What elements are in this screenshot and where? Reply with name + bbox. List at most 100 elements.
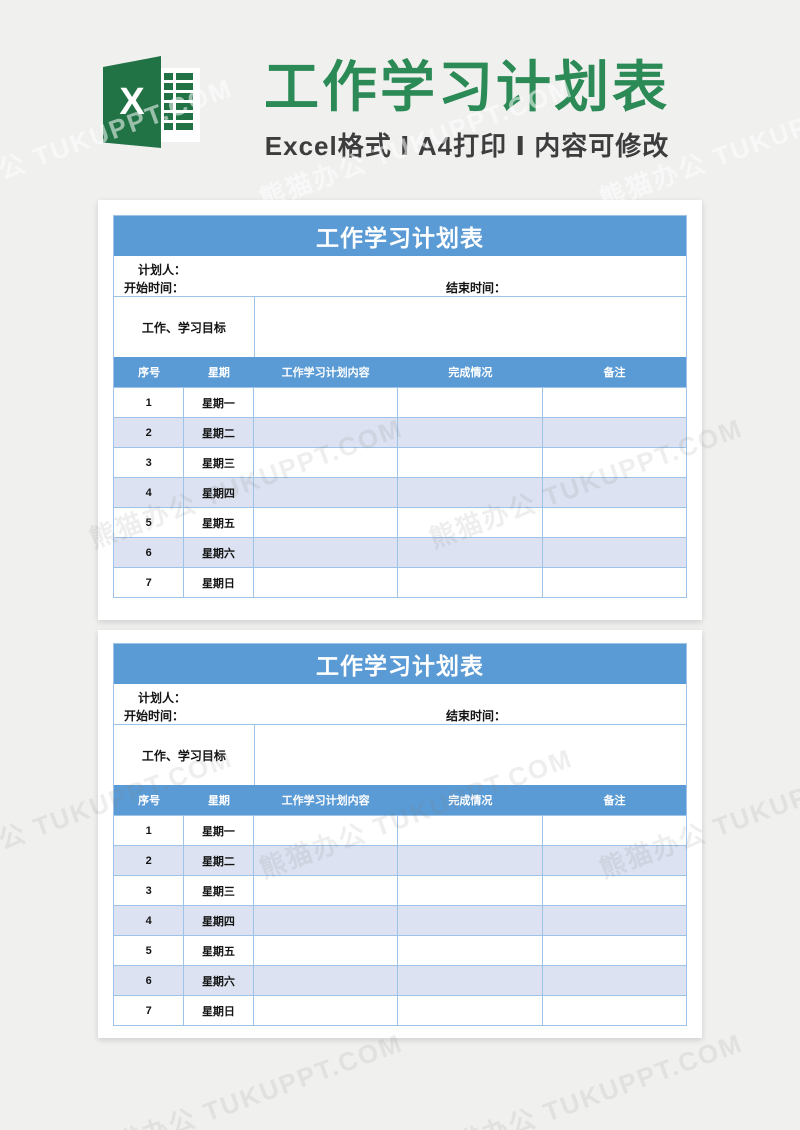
- row-notes-cell[interactable]: [543, 568, 686, 597]
- plan-table-1: 工作学习计划表 计划人： 开始时间： 结束时间： 工作、学习目标 序号 星期 工…: [113, 215, 687, 598]
- excel-icon: X: [103, 56, 200, 148]
- table-row: 4 星期四: [114, 905, 686, 935]
- row-content-cell[interactable]: [254, 876, 398, 905]
- row-day: 星期一: [184, 388, 254, 417]
- row-notes-cell[interactable]: [543, 448, 686, 477]
- row-status-cell[interactable]: [398, 418, 543, 447]
- col-header-status: 完成情况: [448, 795, 493, 807]
- table-row: 5 星期五: [114, 507, 686, 537]
- planner-value-cell[interactable]: [186, 684, 686, 706]
- row-notes-cell[interactable]: [543, 388, 686, 417]
- excel-icon-sheet: [159, 68, 200, 142]
- row-notes-cell[interactable]: [543, 876, 686, 905]
- page-preview-1: 工作学习计划表 计划人： 开始时间： 结束时间： 工作、学习目标 序号 星期 工…: [98, 200, 702, 620]
- row-content-cell[interactable]: [254, 538, 398, 567]
- row-notes-cell[interactable]: [543, 846, 686, 875]
- row-no: 6: [114, 538, 185, 567]
- row-status-cell[interactable]: [398, 936, 543, 965]
- row-day: 星期六: [184, 966, 254, 995]
- col-header-content: 工作学习计划内容: [281, 795, 370, 807]
- row-no: 2: [114, 418, 185, 447]
- row-notes-cell[interactable]: [543, 418, 686, 447]
- table-row: 5 星期五: [114, 935, 686, 965]
- excel-icon-x-letter: X: [103, 56, 161, 148]
- watermark-text: 熊猫办公 TUKUPPT.COM: [85, 1027, 407, 1130]
- row-no: 3: [114, 876, 185, 905]
- row-no: 4: [114, 906, 185, 935]
- planner-value-cell[interactable]: [186, 256, 686, 278]
- row-day: 星期三: [184, 448, 254, 477]
- row-content-cell[interactable]: [254, 568, 398, 597]
- row-no: 3: [114, 448, 185, 477]
- row-content-cell[interactable]: [254, 936, 398, 965]
- row-no: 7: [114, 996, 185, 1025]
- goal-label: 工作、学习目标: [114, 725, 255, 785]
- table-row: 3 星期三: [114, 875, 686, 905]
- start-time-label: 开始时间：: [124, 709, 185, 723]
- row-content-cell[interactable]: [254, 966, 398, 995]
- goal-value-cell[interactable]: [255, 297, 686, 357]
- row-status-cell[interactable]: [398, 478, 543, 507]
- row-content-cell[interactable]: [254, 508, 398, 537]
- row-notes-cell[interactable]: [543, 966, 686, 995]
- row-notes-cell[interactable]: [543, 936, 686, 965]
- row-notes-cell[interactable]: [543, 478, 686, 507]
- goal-value-cell[interactable]: [255, 725, 686, 785]
- row-status-cell[interactable]: [398, 568, 543, 597]
- row-day: 星期日: [184, 568, 254, 597]
- row-content-cell[interactable]: [254, 996, 398, 1025]
- row-content-cell[interactable]: [254, 448, 398, 477]
- row-status-cell[interactable]: [398, 538, 543, 567]
- row-content-cell[interactable]: [254, 388, 398, 417]
- row-notes-cell[interactable]: [543, 996, 686, 1025]
- planner-row: 计划人：: [114, 684, 686, 706]
- row-notes-cell[interactable]: [543, 816, 686, 845]
- table-row: 1 星期一: [114, 815, 686, 845]
- col-header-no: 序号: [138, 367, 161, 379]
- row-content-cell[interactable]: [254, 418, 398, 447]
- row-day: 星期日: [184, 996, 254, 1025]
- row-day: 星期五: [184, 508, 254, 537]
- sheet-title: 工作学习计划表: [114, 644, 686, 684]
- planner-row: 计划人：: [114, 256, 686, 278]
- row-day: 星期四: [184, 478, 254, 507]
- column-header-row: 序号 星期 工作学习计划内容 完成情况 备注: [114, 357, 686, 387]
- end-time-label: 结束时间：: [446, 281, 507, 295]
- row-status-cell[interactable]: [398, 816, 543, 845]
- row-status-cell[interactable]: [398, 448, 543, 477]
- row-status-cell[interactable]: [398, 906, 543, 935]
- row-status-cell[interactable]: [398, 876, 543, 905]
- row-status-cell[interactable]: [398, 996, 543, 1025]
- row-notes-cell[interactable]: [543, 538, 686, 567]
- row-notes-cell[interactable]: [543, 508, 686, 537]
- excel-icon-grid: [164, 73, 193, 130]
- banner-title: 工作学习计划表: [263, 56, 670, 118]
- sheet-title: 工作学习计划表: [114, 216, 686, 256]
- row-status-cell[interactable]: [398, 846, 543, 875]
- row-no: 1: [114, 388, 185, 417]
- row-day: 星期五: [184, 936, 254, 965]
- col-header-day: 星期: [207, 367, 230, 379]
- goal-label: 工作、学习目标: [114, 297, 255, 357]
- row-status-cell[interactable]: [398, 388, 543, 417]
- table-row: 7 星期日: [114, 995, 686, 1025]
- row-content-cell[interactable]: [254, 906, 398, 935]
- row-content-cell[interactable]: [254, 846, 398, 875]
- info-section: 计划人： 开始时间： 结束时间：: [114, 684, 686, 725]
- time-row: 开始时间： 结束时间：: [114, 706, 686, 724]
- row-no: 5: [114, 508, 185, 537]
- row-content-cell[interactable]: [254, 816, 398, 845]
- row-day: 星期一: [184, 816, 254, 845]
- table-row: 6 星期六: [114, 537, 686, 567]
- row-status-cell[interactable]: [398, 508, 543, 537]
- row-status-cell[interactable]: [398, 966, 543, 995]
- table-row: 4 星期四: [114, 477, 686, 507]
- row-no: 7: [114, 568, 185, 597]
- row-notes-cell[interactable]: [543, 906, 686, 935]
- row-content-cell[interactable]: [254, 478, 398, 507]
- top-banner: X 工作学习计划表 Excel格式 Ⅰ A4打印 Ⅰ 内容可修改: [0, 0, 800, 200]
- banner-subtitle: Excel格式 Ⅰ A4打印 Ⅰ 内容可修改: [264, 131, 670, 161]
- time-row: 开始时间： 结束时间：: [114, 278, 686, 296]
- table-row: 7 星期日: [114, 567, 686, 597]
- info-section: 计划人： 开始时间： 结束时间：: [114, 256, 686, 297]
